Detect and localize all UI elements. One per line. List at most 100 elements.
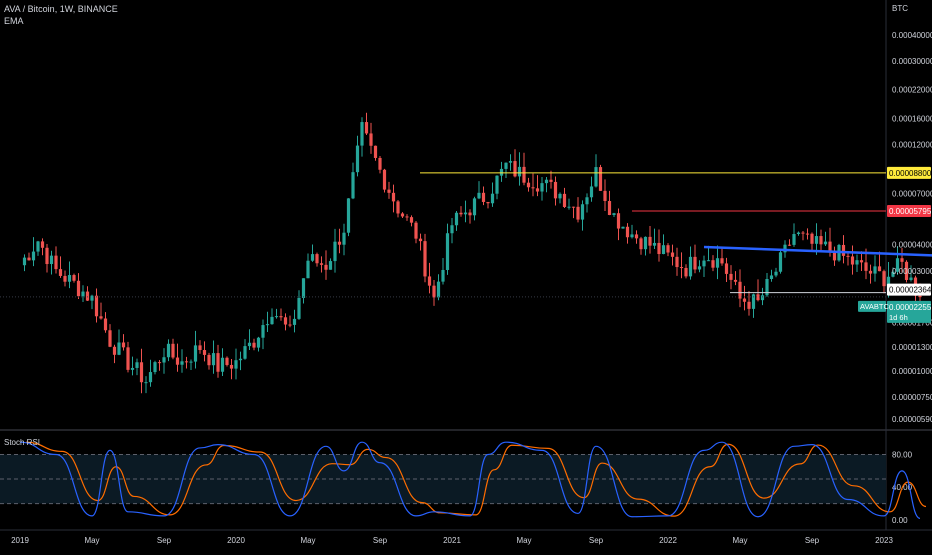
candle-body — [342, 232, 346, 245]
candle — [715, 245, 720, 280]
candle-body — [121, 342, 126, 348]
candle-body — [270, 316, 274, 325]
candle — [630, 224, 634, 239]
time-tick-label: May — [516, 536, 531, 545]
candle — [742, 285, 747, 311]
candle-body — [891, 271, 895, 277]
candle-body — [508, 161, 513, 163]
candle-body — [351, 172, 355, 199]
candle-body — [477, 192, 481, 199]
candle-body — [823, 241, 828, 245]
candle — [445, 223, 450, 275]
candle — [94, 288, 99, 323]
candle — [211, 340, 216, 374]
candle-body — [805, 233, 810, 235]
candle-body — [828, 241, 832, 251]
candle — [823, 231, 828, 246]
candle-body — [846, 255, 850, 257]
candle — [81, 285, 85, 302]
candle-body — [868, 270, 873, 274]
candle-body — [432, 285, 436, 298]
candle — [526, 177, 531, 192]
candle-body — [256, 337, 261, 348]
candle — [409, 215, 414, 227]
candle-body — [769, 275, 774, 279]
price-tick-label: 0.00022000 — [892, 85, 932, 94]
candle — [688, 246, 693, 280]
candle-body — [742, 298, 747, 302]
candle — [738, 269, 742, 308]
candle — [85, 286, 90, 301]
candle-body — [544, 179, 549, 184]
candle — [697, 260, 702, 273]
candle — [585, 193, 589, 213]
price-tick-label: 0.00007000 — [892, 190, 932, 199]
candle-body — [648, 236, 652, 246]
candle-body — [288, 324, 292, 326]
candle — [832, 246, 837, 266]
candle — [202, 341, 207, 362]
candle-body — [877, 266, 882, 272]
candle — [337, 228, 342, 254]
candle — [351, 162, 355, 200]
candle-body — [337, 241, 342, 245]
candle — [418, 233, 423, 251]
candle-body — [918, 295, 922, 298]
stoch-d-line — [25, 441, 927, 517]
yellow-level-tag-bg — [887, 166, 931, 179]
candle-body — [198, 345, 202, 351]
candle — [895, 246, 900, 275]
candle — [153, 360, 157, 375]
candle — [369, 122, 373, 154]
candle-body — [774, 271, 778, 276]
candle — [747, 291, 751, 316]
candle — [463, 200, 468, 223]
candle — [639, 236, 643, 255]
candle — [778, 249, 783, 274]
candle — [684, 264, 688, 279]
candle — [283, 313, 288, 331]
time-tick-label: May — [300, 536, 315, 545]
candle-body — [135, 362, 139, 368]
candle — [594, 154, 598, 188]
candle — [63, 270, 67, 287]
candle — [891, 267, 895, 278]
candle — [877, 251, 882, 272]
candle-body — [666, 245, 670, 253]
candle — [598, 164, 603, 192]
candle-body — [751, 294, 756, 309]
candle — [666, 243, 670, 257]
candle-body — [904, 261, 909, 280]
candle — [819, 229, 823, 250]
candle-body — [778, 252, 783, 272]
candle-body — [810, 233, 814, 244]
candle — [859, 251, 864, 271]
candle-body — [27, 257, 31, 261]
candle-body — [225, 357, 229, 365]
candle — [360, 117, 364, 157]
candle — [117, 329, 121, 356]
candle — [900, 247, 904, 273]
candle — [846, 252, 850, 266]
candle-body — [792, 234, 796, 245]
candle-body — [175, 357, 180, 365]
candle — [126, 341, 130, 373]
stoch-tick-label: 0.00 — [892, 516, 908, 525]
candle-body — [495, 175, 499, 194]
candle-body — [261, 325, 265, 338]
candle — [405, 214, 409, 221]
candle-body — [40, 241, 45, 248]
candle — [274, 308, 279, 319]
candle — [225, 356, 229, 367]
candle-body — [576, 206, 580, 220]
candle — [580, 200, 585, 231]
candle — [90, 294, 94, 310]
candle-body — [625, 226, 630, 238]
candle — [769, 269, 774, 282]
candle-body — [517, 166, 522, 177]
candle — [621, 226, 625, 229]
candle-body — [819, 236, 823, 245]
candle-body — [909, 277, 913, 280]
